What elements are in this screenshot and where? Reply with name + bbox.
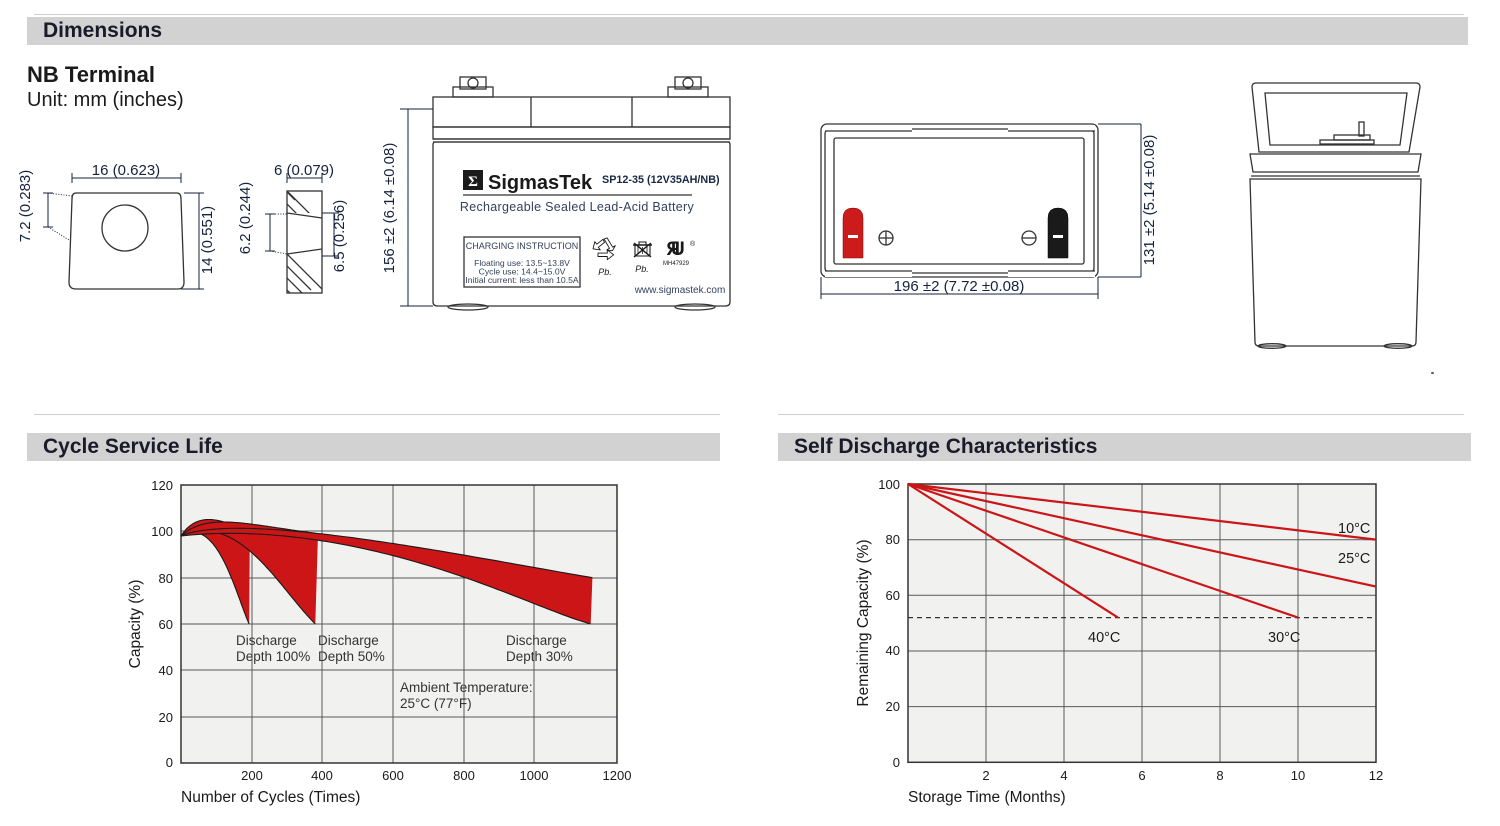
svg-text:0: 0 bbox=[893, 755, 900, 770]
svg-text:40°C: 40°C bbox=[1088, 630, 1120, 646]
svg-text:10°C: 10°C bbox=[1338, 521, 1370, 537]
svg-text:Storage Time (Months): Storage Time (Months) bbox=[908, 789, 1066, 806]
svg-text:8: 8 bbox=[1216, 768, 1223, 783]
svg-text:100: 100 bbox=[878, 477, 900, 492]
svg-text:10: 10 bbox=[1291, 768, 1305, 783]
svg-text:25°C: 25°C bbox=[1338, 551, 1370, 567]
svg-text:80: 80 bbox=[886, 532, 900, 547]
svg-text:4: 4 bbox=[1060, 768, 1067, 783]
svg-text:30°C: 30°C bbox=[1268, 630, 1300, 646]
svg-text:12: 12 bbox=[1369, 768, 1383, 783]
svg-text:40: 40 bbox=[886, 643, 900, 658]
svg-text:60: 60 bbox=[886, 588, 900, 603]
svg-text:Remaining Capacity (%): Remaining Capacity (%) bbox=[855, 539, 872, 706]
svg-text:20: 20 bbox=[886, 699, 900, 714]
svg-text:6: 6 bbox=[1138, 768, 1145, 783]
svg-text:2: 2 bbox=[982, 768, 989, 783]
